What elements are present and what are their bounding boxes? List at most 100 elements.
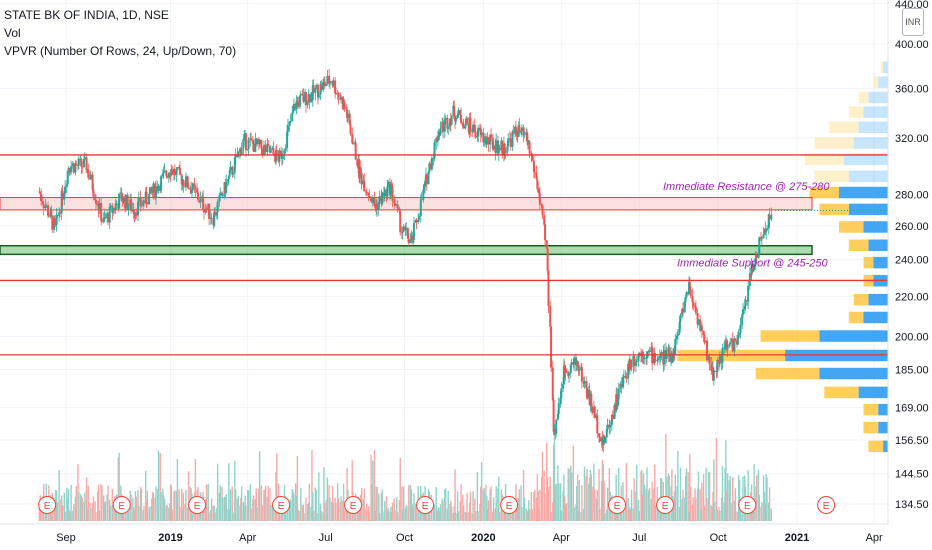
vpvr-indicator-label[interactable]: VPVR (Number Of Rows, 24, Up/Down, 70) bbox=[4, 44, 237, 58]
candle-body bbox=[268, 146, 271, 153]
candle-body bbox=[743, 305, 746, 310]
candle-body bbox=[240, 147, 243, 156]
currency-badge[interactable]: INR bbox=[902, 8, 924, 36]
candle-body bbox=[306, 101, 309, 106]
candle-body bbox=[387, 181, 390, 187]
volume-bar bbox=[654, 505, 657, 521]
volume-bar bbox=[572, 445, 575, 521]
volume-bar bbox=[625, 463, 628, 521]
volume-bar bbox=[426, 511, 428, 521]
candle-body bbox=[583, 381, 586, 384]
volume-bar bbox=[757, 469, 760, 521]
candle-body bbox=[670, 353, 673, 363]
volume-bar bbox=[559, 483, 562, 521]
price-tick-label: 144.50 bbox=[895, 469, 929, 481]
volume-bar bbox=[345, 501, 347, 521]
candle-body bbox=[292, 110, 295, 113]
candle-body bbox=[557, 403, 560, 415]
volume-bar bbox=[629, 506, 631, 521]
volume-bar bbox=[240, 497, 242, 521]
volume-bar bbox=[61, 495, 63, 521]
candle-body bbox=[112, 207, 115, 213]
candle-body bbox=[570, 362, 573, 365]
volume-bar bbox=[228, 463, 230, 521]
candle-body bbox=[55, 215, 58, 226]
candle-body bbox=[447, 126, 450, 129]
volume-bar bbox=[365, 508, 367, 521]
candle-body bbox=[96, 203, 99, 206]
candle-body bbox=[231, 167, 234, 175]
volume-bar bbox=[688, 512, 690, 521]
vpvr-down-bar bbox=[853, 293, 869, 306]
volume-bar bbox=[234, 489, 237, 521]
candle-body bbox=[485, 138, 488, 145]
volume-bar bbox=[546, 442, 548, 521]
volume-bar bbox=[528, 500, 530, 521]
candle-body bbox=[684, 296, 687, 302]
volume-bar bbox=[204, 499, 207, 521]
volume-bar bbox=[633, 478, 635, 521]
vol-indicator-label[interactable]: Vol bbox=[4, 26, 21, 40]
volume-bar bbox=[708, 472, 711, 521]
volume-bar bbox=[103, 495, 105, 521]
symbol-title[interactable]: STATE BK OF INDIA, 1D, NSE bbox=[4, 8, 169, 22]
volume-bar bbox=[127, 503, 129, 521]
candle-body bbox=[549, 305, 552, 327]
volume-bar bbox=[525, 508, 527, 521]
candle-body bbox=[563, 365, 566, 374]
volume-bar bbox=[737, 511, 739, 521]
candle-body bbox=[541, 205, 544, 216]
volume-bar bbox=[122, 509, 125, 521]
candle-body bbox=[464, 123, 467, 129]
volume-bar bbox=[700, 509, 702, 521]
volume-bar bbox=[390, 512, 393, 521]
volume-bar bbox=[486, 508, 489, 521]
volume-bar bbox=[399, 457, 401, 521]
candle-body bbox=[377, 201, 380, 210]
candle-body bbox=[503, 143, 506, 154]
volume-bar bbox=[336, 483, 339, 521]
volume-bar bbox=[706, 497, 708, 521]
volume-bar bbox=[713, 459, 715, 521]
candle-body bbox=[104, 217, 107, 219]
vpvr-down-bar bbox=[868, 440, 884, 453]
candle-body bbox=[760, 238, 763, 240]
time-tick-label: Jul bbox=[632, 532, 646, 544]
earnings-marker-label: E bbox=[194, 501, 201, 512]
volume-bar bbox=[459, 501, 461, 521]
candle-body bbox=[697, 319, 700, 325]
candle-body bbox=[216, 201, 219, 213]
volume-bar bbox=[63, 493, 65, 521]
candle-body bbox=[760, 237, 763, 239]
candle-body bbox=[91, 174, 94, 190]
candle-body bbox=[598, 436, 601, 442]
vpvr-up-bar bbox=[843, 153, 888, 166]
volume-bar bbox=[106, 494, 108, 521]
volume-bar bbox=[497, 488, 499, 521]
volume-bar bbox=[718, 507, 720, 521]
volume-bar bbox=[87, 485, 89, 521]
candle-body bbox=[528, 141, 531, 154]
volume-bar bbox=[450, 506, 453, 521]
volume-bar bbox=[712, 491, 714, 521]
vpvr-up-bar bbox=[863, 221, 888, 233]
volume-bar bbox=[101, 485, 103, 521]
candle-body bbox=[747, 285, 750, 302]
candle-body bbox=[412, 222, 415, 240]
candle-body bbox=[702, 330, 705, 336]
candle-body bbox=[94, 196, 97, 201]
candle-body bbox=[275, 149, 278, 155]
volume-bar bbox=[143, 505, 145, 521]
candle-body bbox=[77, 159, 80, 166]
volume-bar bbox=[580, 512, 582, 521]
volume-bar bbox=[601, 460, 604, 521]
candle-body bbox=[737, 334, 740, 338]
volume-bar bbox=[619, 512, 622, 521]
candle-body bbox=[288, 121, 291, 127]
volume-bar bbox=[674, 474, 677, 521]
volume-bar bbox=[528, 508, 531, 521]
candle-body bbox=[688, 282, 691, 290]
candle-body bbox=[620, 383, 623, 388]
